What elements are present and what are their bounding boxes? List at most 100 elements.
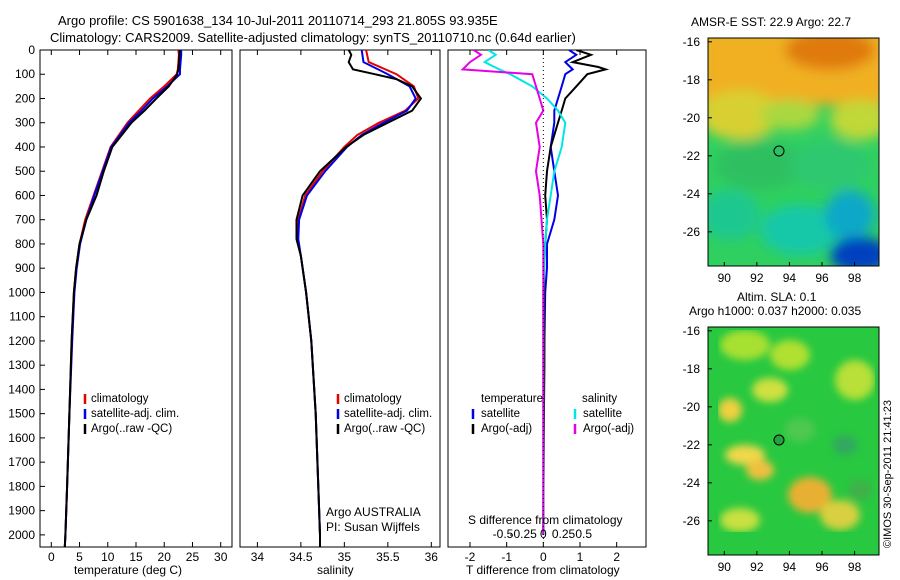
map-x-tick-label: 98 xyxy=(848,560,862,574)
salinity-xlabel: salinity xyxy=(317,563,354,577)
y-tick-label: 800 xyxy=(15,237,35,251)
x-tick-label: 10 xyxy=(101,550,115,564)
y-tick-label: 2000 xyxy=(8,528,35,542)
x-tick-label: 15 xyxy=(129,550,143,564)
series-line-4 xyxy=(460,50,545,535)
header-line-1: Argo profile: CS 5901638_134 10-Jul-2011… xyxy=(58,13,498,28)
header-line-2: Climatology: CARS2009. Satellite-adjuste… xyxy=(50,30,576,45)
sla-map-image xyxy=(708,327,879,555)
y-tick-label: 1200 xyxy=(8,334,35,348)
legend-label: satellite-adj. clim. xyxy=(344,408,432,420)
map-x-tick-label: 94 xyxy=(783,560,797,574)
legend-label: Argo(..raw -QC) xyxy=(91,423,172,435)
series-line-1 xyxy=(296,50,420,547)
difference-xlabel: T difference from climatology xyxy=(466,563,620,577)
s-tick-label: 0.25 xyxy=(552,527,576,541)
map-y-tick-label: -26 xyxy=(683,514,701,528)
series-line-2 xyxy=(297,50,417,547)
difference-xlabel-top: S difference from climatology xyxy=(468,513,623,527)
map-x-tick-label: 92 xyxy=(750,560,764,574)
series-line-2 xyxy=(542,50,610,535)
legend-label: climatology xyxy=(91,393,149,405)
map-y-tick-label: -22 xyxy=(683,438,701,452)
sla-map-frame xyxy=(707,326,880,556)
y-tick-label: 400 xyxy=(15,140,35,154)
sst-argo-marker xyxy=(773,145,785,157)
y-tick-label: 1400 xyxy=(8,382,35,396)
y-tick-label: 1100 xyxy=(9,310,35,324)
legend-label: satellite xyxy=(481,408,520,420)
map-y-tick-label: -16 xyxy=(683,324,701,338)
x-tick-label: 35.5 xyxy=(376,550,400,564)
series-line-1 xyxy=(542,50,579,535)
x-tick-label: 36 xyxy=(425,550,439,564)
x-tick-label: 20 xyxy=(158,550,172,564)
legend-label: satellite-adj. clim. xyxy=(91,408,179,420)
y-tick-label: 300 xyxy=(15,116,35,130)
s-tick-label: 0.5 xyxy=(575,527,592,541)
difference-panel xyxy=(447,49,647,548)
legend-title: temperature xyxy=(481,393,543,405)
y-tick-label: 500 xyxy=(15,164,35,178)
y-tick-label: 1900 xyxy=(8,504,35,518)
map-y-tick-label: -16 xyxy=(683,35,701,49)
temperature-panel xyxy=(39,49,233,548)
x-tick-label: 0 xyxy=(540,550,547,564)
y-tick-label: 1600 xyxy=(8,431,35,445)
annotation-line-1: Argo AUSTRALIA xyxy=(326,505,421,519)
legend-label: satellite xyxy=(583,408,622,420)
y-tick-label: 1700 xyxy=(8,455,35,469)
x-tick-label: 25 xyxy=(186,550,200,564)
sla-map-title-2: Argo h1000: 0.037 h2000: 0.035 xyxy=(689,304,862,318)
map-y-tick-label: -18 xyxy=(683,362,701,376)
temperature-xlabel: temperature (deg C) xyxy=(74,563,183,577)
legend-label: Argo(..raw -QC) xyxy=(344,423,425,435)
s-tick-label: -0.5 xyxy=(493,527,514,541)
series-line-2 xyxy=(63,50,183,547)
sst-map-frame xyxy=(707,37,880,267)
y-tick-label: 1800 xyxy=(8,479,35,493)
series-group xyxy=(63,50,183,547)
map-x-tick-label: 98 xyxy=(848,271,862,285)
salinity-panel xyxy=(239,49,441,548)
y-tick-label: 1000 xyxy=(8,285,35,299)
y-tick-label: 700 xyxy=(15,213,35,227)
x-tick-label: 34 xyxy=(251,550,265,564)
x-tick-label: -1 xyxy=(501,550,512,564)
s-tick-label: -0.25 xyxy=(509,527,537,541)
y-tick-label: 100 xyxy=(15,67,35,81)
sst-map-title: AMSR-E SST: 22.9 Argo: 22.7 xyxy=(691,15,852,29)
x-tick-label: 0 xyxy=(48,550,55,564)
x-tick-label: 2 xyxy=(613,550,620,564)
y-tick-label: 600 xyxy=(15,188,35,202)
series-line-3 xyxy=(63,50,181,547)
map-y-tick-label: -18 xyxy=(683,73,701,87)
series-line-3 xyxy=(295,50,423,547)
annotation-line-2: PI: Susan Wijffels xyxy=(326,520,420,534)
x-tick-label: 5 xyxy=(76,550,83,564)
map-y-tick-label: -20 xyxy=(683,111,701,125)
map-x-tick-label: 90 xyxy=(718,560,732,574)
map-y-tick-label: -26 xyxy=(683,225,701,239)
y-tick-label: 0 xyxy=(28,43,35,57)
map-y-tick-label: -22 xyxy=(683,149,701,163)
legend-title: salinity xyxy=(582,393,617,405)
map-x-tick-label: 90 xyxy=(718,271,732,285)
y-tick-label: 200 xyxy=(15,91,35,105)
map-x-tick-label: 96 xyxy=(815,560,829,574)
map-y-tick-label: -24 xyxy=(683,476,701,490)
y-tick-label: 1500 xyxy=(8,407,35,421)
map-x-tick-label: 94 xyxy=(783,271,797,285)
y-tick-label: 1300 xyxy=(8,358,35,372)
map-x-tick-label: 92 xyxy=(750,271,764,285)
imos-watermark: ©IMOS 30-Sep-2011 21:41:23 xyxy=(882,400,894,548)
series-group xyxy=(460,50,610,535)
x-tick-label: 1 xyxy=(577,550,584,564)
series-line-3 xyxy=(482,50,567,535)
s-tick-label: 0 xyxy=(540,527,547,541)
sst-map-image xyxy=(708,38,879,266)
x-tick-label: 34.5 xyxy=(289,550,313,564)
sla-map-title-1: Altim. SLA: 0.1 xyxy=(737,290,817,304)
legend-label: climatology xyxy=(344,393,402,405)
